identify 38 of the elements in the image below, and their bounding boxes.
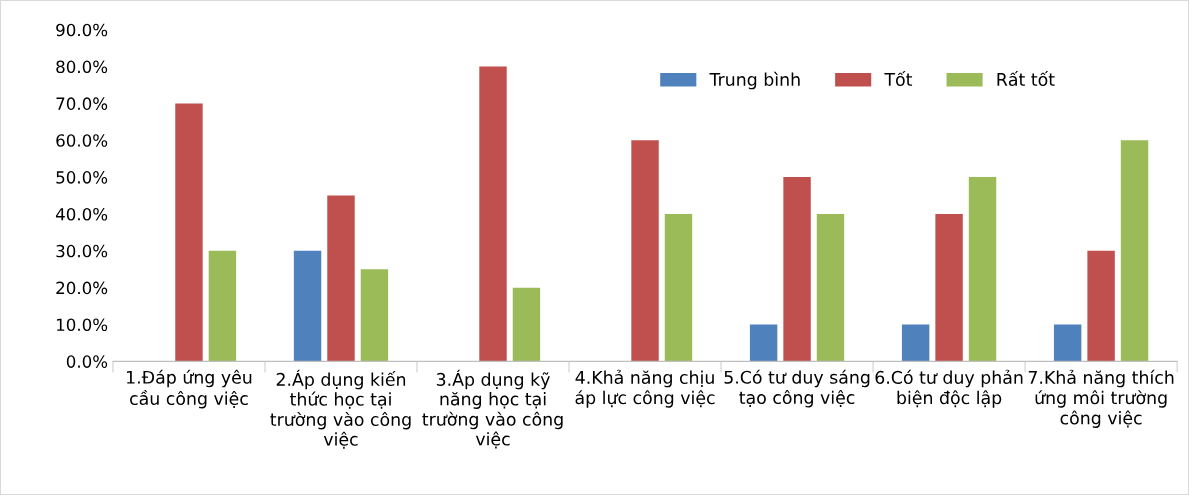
- y-tick-label: 70.0%: [56, 97, 108, 110]
- y-tick-label: 50.0%: [56, 171, 108, 184]
- x-tick-label: 1.Đáp ứng yêu cầu công việc: [127, 369, 252, 409]
- bar: [968, 177, 997, 362]
- x-tick-label: 2.Áp dụng kiến thức học tại trường vào công việc: [270, 369, 411, 449]
- bar: [1087, 250, 1115, 362]
- bar: [631, 140, 659, 362]
- bar: [175, 103, 203, 362]
- bar: [327, 195, 355, 362]
- bar: [1053, 324, 1082, 362]
- y-tick-label: 60.0%: [56, 134, 108, 147]
- bar: [293, 250, 322, 362]
- x-tick-label: 4.Khả năng chịu áp lực công việc: [575, 369, 715, 408]
- bar: [664, 213, 693, 362]
- bar: [783, 177, 811, 362]
- bar: [208, 250, 237, 362]
- y-tick-label: 20.0%: [56, 281, 108, 295]
- bar: [512, 287, 541, 362]
- y-tick-label: 30.0%: [56, 244, 108, 258]
- y-tick-label: 90.0%: [56, 23, 108, 37]
- x-tick-label: 5.Có tư duy sáng tạo công việc: [724, 369, 870, 408]
- y-tick-label: 10.0%: [56, 318, 108, 332]
- bar: [749, 324, 778, 362]
- bar: [935, 213, 963, 362]
- y-tick-label: 40.0%: [55, 207, 108, 221]
- legend-label: Tốt: [884, 71, 913, 86]
- bar: [816, 213, 845, 362]
- bar: [901, 324, 930, 362]
- legend-label: Rất tốt: [997, 71, 1055, 86]
- bar: [1120, 140, 1149, 362]
- bar: [360, 269, 389, 362]
- y-tick-label: 80.0%: [56, 60, 108, 74]
- bar: [479, 66, 507, 362]
- x-tick-label: 7.Khả năng thích ứng môi trường công việc: [1028, 369, 1174, 428]
- x-tick-label: 6.Có tư duy phản biện độc lập: [875, 369, 1023, 408]
- x-tick-label: 3.Áp dụng kỹ năng học tại trường vào công việc: [422, 369, 563, 449]
- legend-label: Trung bình: [709, 71, 800, 90]
- y-tick-label: 0.0%: [66, 355, 108, 368]
